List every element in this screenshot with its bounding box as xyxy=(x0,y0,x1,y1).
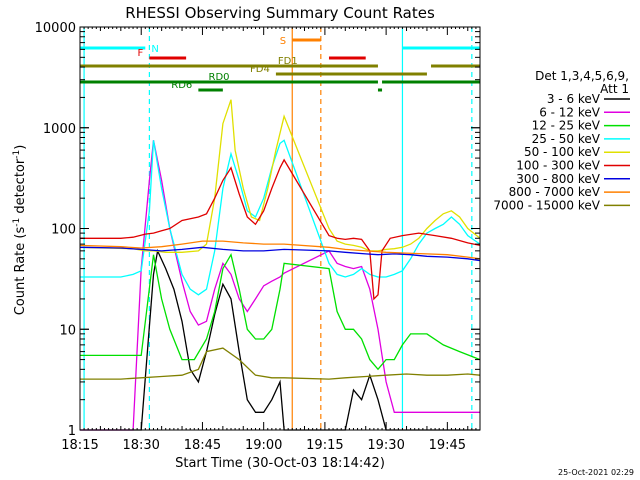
x-tick-label-4: 19:15 xyxy=(306,438,343,453)
series-line-6 xyxy=(79,246,481,262)
series-line-5 xyxy=(80,158,481,301)
flag-bars: N S F FD1 FD4 RD0 RD6 xyxy=(80,36,480,92)
legend-entry-6: 300 - 800 keV xyxy=(516,172,600,186)
x-axis-label: Start Time (30-Oct-03 18:14:42) xyxy=(175,456,385,471)
x-tick-label-6: 19:45 xyxy=(429,438,466,453)
legend-entry-4: 50 - 100 keV xyxy=(524,145,601,159)
series-line-1 xyxy=(80,140,480,431)
legend-header-line-1: Det 1,3,4,5,6,9, xyxy=(535,69,629,83)
series-line-7 xyxy=(79,240,481,260)
legend-entry-0: 3 - 6 keV xyxy=(547,92,601,106)
y-tick-label-2: 100 xyxy=(51,223,76,238)
x-tick-label-1: 18:30 xyxy=(122,438,159,453)
x-tick-label-5: 19:30 xyxy=(367,438,404,453)
y-axis: 1 10 100 1000 10000 xyxy=(35,21,480,439)
legend-entry-8: 7000 - 15000 keV xyxy=(493,198,600,212)
flag-label-rd6: RD6 xyxy=(171,80,192,91)
legend-header-line-2: Att 1 xyxy=(600,82,629,96)
series-line-2 xyxy=(80,252,481,371)
series-line-4 xyxy=(79,99,481,253)
flag-label-rd0: RD0 xyxy=(209,72,230,83)
footer-timestamp: 25-Oct-2021 02:29 xyxy=(558,468,634,477)
y-tick-label-4: 10000 xyxy=(35,21,76,36)
series-line-8 xyxy=(80,347,481,380)
flag-label-s: S xyxy=(280,36,286,47)
legend-entry-5: 100 - 300 keV xyxy=(516,159,600,173)
flag-label-fd1: FD1 xyxy=(278,56,298,67)
legend-entry-3: 25 - 50 keV xyxy=(532,132,601,146)
legend-entry-2: 12 - 25 keV xyxy=(532,119,601,133)
flag-label-n: N xyxy=(151,44,158,55)
flag-label-fd4: FD4 xyxy=(250,64,270,75)
plot-frame xyxy=(79,26,481,431)
x-tick-label-3: 19:00 xyxy=(245,438,282,453)
y-axis-label: Count Rate (s-1 detector-1) xyxy=(12,145,28,316)
x-tick-label-2: 18:45 xyxy=(184,438,221,453)
chart-title: RHESSI Observing Summary Count Rates xyxy=(125,4,435,22)
y-tick-label-3: 1000 xyxy=(43,122,76,137)
x-tick-label-0: 18:15 xyxy=(61,438,98,453)
series-line-0 xyxy=(80,248,480,431)
legend-entry-7: 800 - 7000 keV xyxy=(509,185,601,199)
y-tick-label-1: 10 xyxy=(59,323,76,338)
legend-entry-1: 6 - 12 keV xyxy=(539,105,601,119)
series-line-3 xyxy=(80,139,481,296)
flag-label-f: F xyxy=(138,48,144,59)
plot-area xyxy=(79,27,481,431)
y-tick-label-0: 1 xyxy=(68,424,76,439)
